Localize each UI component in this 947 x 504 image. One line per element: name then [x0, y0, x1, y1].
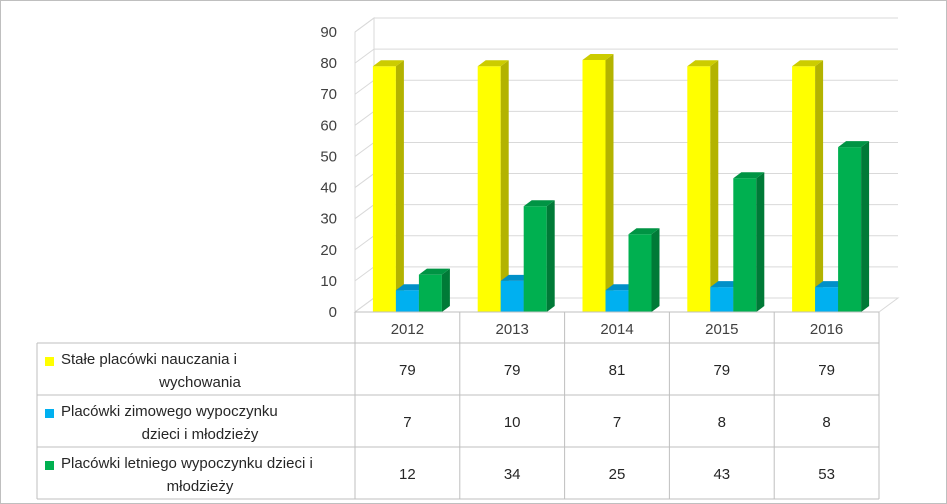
data-label: 7: [613, 414, 621, 431]
bar-front: [710, 287, 734, 312]
bar: [582, 54, 614, 312]
category-label: 2014: [600, 321, 633, 338]
bar-side: [441, 268, 450, 312]
bar-front: [628, 234, 652, 312]
bar-front: [477, 66, 501, 312]
data-label: 8: [822, 414, 830, 431]
bar-front: [395, 290, 419, 312]
category-label: 2013: [496, 321, 529, 338]
gridline: [354, 48, 898, 64]
bar-front: [500, 280, 524, 312]
y-axis: 0 10 20 30 40 50 60 70 80 90: [320, 24, 337, 321]
bar-side: [710, 60, 719, 312]
bar-top: [792, 60, 824, 67]
data-label: 10: [504, 414, 521, 431]
bar-front: [815, 287, 839, 312]
y-tick-label: 80: [320, 55, 337, 72]
bar-front: [523, 206, 547, 312]
legend-swatch: [45, 409, 54, 418]
data-table: 2012 2013 2014 2015 2016 Stałe placówki naucz…: [36, 311, 880, 500]
bar-side: [815, 60, 824, 312]
data-label: 53: [818, 466, 835, 483]
legend-label: młodzieży: [167, 478, 234, 495]
category-label: 2016: [810, 321, 843, 338]
bar-front: [372, 66, 396, 312]
bar-top: [582, 54, 614, 60]
bar-top: [477, 60, 509, 67]
data-label: 34: [504, 466, 521, 483]
bar-front: [605, 290, 629, 312]
bars: [372, 54, 870, 312]
bar-top: [838, 141, 870, 148]
side-wall: [354, 17, 375, 313]
bar: [792, 60, 824, 312]
data-label: 79: [818, 362, 835, 379]
data-label: 7: [403, 414, 411, 431]
legend-label: Placówki zimowego wypoczynku: [61, 403, 278, 420]
data-label: 79: [713, 362, 730, 379]
bar-top: [687, 60, 719, 67]
legend-swatch: [45, 461, 54, 470]
bar-front: [418, 274, 442, 312]
legend-label: Stałe placówki nauczania i: [61, 351, 237, 368]
bar-front: [792, 66, 816, 312]
bar-side: [861, 141, 870, 312]
bar-front: [687, 66, 711, 312]
bar: [838, 141, 870, 312]
data-label: 25: [609, 466, 626, 483]
bar-top: [418, 268, 450, 275]
bar-top: [523, 200, 555, 207]
legend-label: dzieci i młodzieży: [142, 426, 259, 443]
y-tick-label: 90: [320, 24, 337, 41]
data-label: 79: [504, 362, 521, 379]
bar-front: [733, 178, 757, 312]
bar-side: [500, 60, 509, 312]
data-label: 12: [399, 466, 416, 483]
gridline: [354, 17, 898, 33]
y-tick-label: 30: [320, 211, 337, 228]
data-label: 8: [718, 414, 726, 431]
bar: [523, 200, 555, 312]
bar: [372, 60, 404, 312]
bar-top: [628, 228, 660, 235]
y-tick-label: 0: [329, 304, 337, 321]
bar: [418, 268, 450, 312]
category-label: 2015: [705, 321, 738, 338]
y-tick-label: 70: [320, 86, 337, 103]
bar-top: [372, 60, 404, 67]
y-tick-label: 50: [320, 148, 337, 165]
legend-label: wychowania: [158, 374, 241, 391]
bar-side: [546, 200, 555, 312]
bar: [628, 228, 660, 312]
data-label: 81: [609, 362, 626, 379]
y-tick-label: 10: [320, 273, 337, 290]
bar: [733, 172, 765, 312]
data-label: 79: [399, 362, 416, 379]
y-tick-label: 40: [320, 180, 337, 197]
bar-side: [756, 172, 765, 312]
bar-front: [582, 60, 606, 312]
bar-side: [395, 60, 404, 312]
legend-label: Placówki letniego wypoczynku dzieci i: [61, 455, 313, 472]
bar: [687, 60, 719, 312]
category-label: 2012: [391, 321, 424, 338]
bar-front: [838, 147, 862, 312]
data-label: 43: [713, 466, 730, 483]
bar: [477, 60, 509, 312]
bar-side: [605, 54, 614, 312]
y-tick-label: 60: [320, 117, 337, 134]
y-tick-label: 20: [320, 242, 337, 259]
bar-top: [733, 172, 765, 179]
legend-swatch: [45, 357, 54, 366]
bar-side: [651, 228, 660, 312]
